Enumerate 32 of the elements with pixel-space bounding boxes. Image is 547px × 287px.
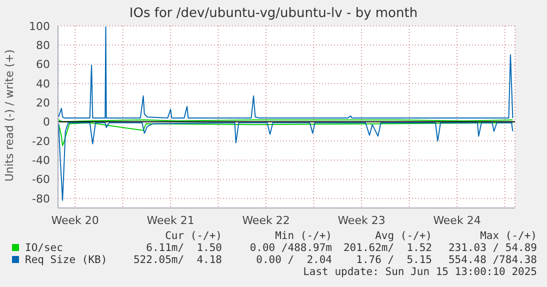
y-tick-label: 20 bbox=[36, 96, 50, 110]
text: Cur (-/+) bbox=[164, 230, 222, 242]
x-tick-label: Week 23 bbox=[338, 214, 386, 227]
text: Max (-/+) bbox=[479, 230, 537, 242]
text: 0.00 / 2.04 bbox=[255, 254, 332, 266]
text: 1.76 / 5.15 bbox=[355, 254, 432, 266]
text: 231.03 / 54.89 bbox=[447, 242, 537, 254]
legend-label: Req Size (KB) bbox=[24, 254, 108, 266]
text: Avg (-/+) bbox=[374, 230, 432, 242]
legend-label: IO/sec bbox=[24, 242, 64, 254]
y-tick-label: -80 bbox=[32, 192, 50, 206]
y-tick-label: -40 bbox=[32, 154, 50, 168]
x-tick-label: Week 22 bbox=[242, 214, 290, 227]
x-tick-label: Week 21 bbox=[146, 214, 194, 227]
y-axis-title: Units read (-) / write (+) bbox=[3, 48, 16, 184]
x-tick-label: Week 24 bbox=[433, 214, 481, 227]
text: Min (-/+) bbox=[274, 230, 332, 242]
y-tick-label: -20 bbox=[32, 134, 50, 148]
text: 554.48 /784.38 bbox=[447, 254, 537, 266]
text: 0.00 /488.97m bbox=[248, 242, 332, 254]
y-tick-label: 40 bbox=[36, 77, 50, 90]
text: 522.05m/ 4.18 bbox=[132, 254, 222, 266]
text: Last update: Sun Jun 15 13:00:10 2025 bbox=[302, 266, 537, 278]
x-tick-label: Week 20 bbox=[51, 214, 99, 227]
y-tick-label: 60 bbox=[36, 58, 50, 72]
text: 6.11m/ 1.50 bbox=[145, 242, 222, 254]
y-tick-label: 80 bbox=[36, 39, 50, 52]
y-tick-label: 100 bbox=[29, 20, 50, 33]
text: 201.62m/ 1.52 bbox=[342, 242, 432, 254]
y-tick-label: 0 bbox=[43, 116, 50, 129]
chart-title: IOs for /dev/ubuntu-vg/ubuntu-lv - by month bbox=[128, 6, 419, 21]
y-tick-label: -60 bbox=[32, 173, 50, 186]
